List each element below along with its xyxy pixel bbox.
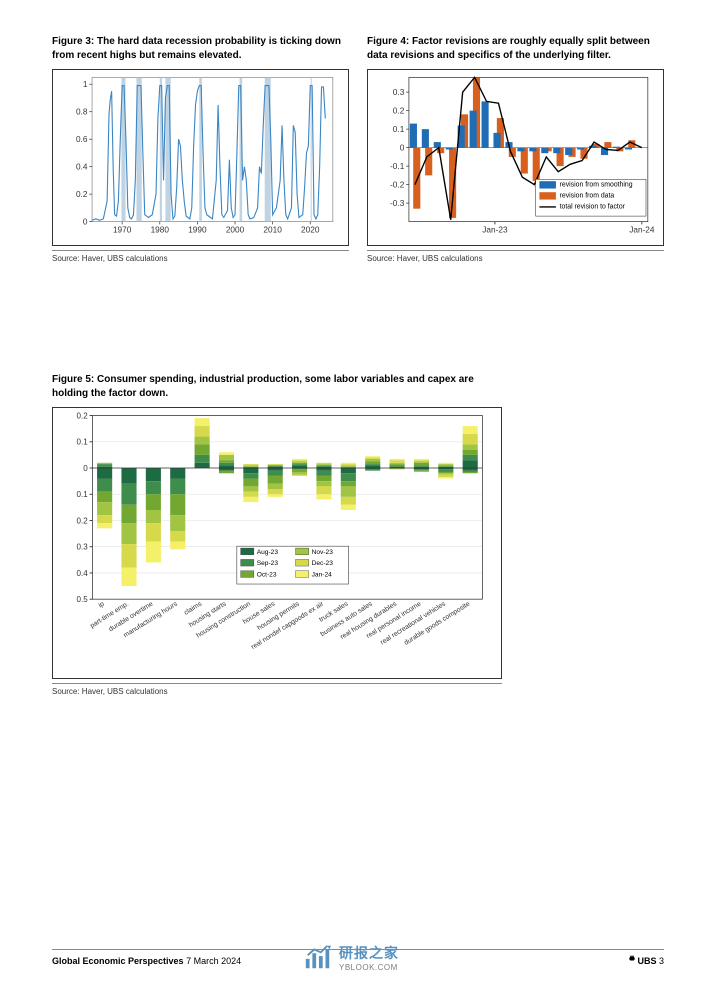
svg-text:0.2: 0.2 (76, 190, 88, 199)
svg-text:Jan-23: Jan-23 (482, 226, 508, 235)
svg-text:ip: ip (97, 601, 105, 610)
svg-text:1: 1 (83, 80, 88, 89)
footer-right: UBS 3 (625, 954, 664, 966)
svg-text:Nov-23: Nov-23 (312, 549, 334, 556)
svg-text:Aug-23: Aug-23 (257, 549, 279, 556)
svg-text:1970: 1970 (113, 226, 132, 235)
figure-5-divider (52, 683, 502, 684)
figure-4-divider (367, 250, 664, 251)
svg-text:0.2: 0.2 (393, 106, 405, 115)
svg-text:0: 0 (83, 464, 88, 473)
svg-text:-0.1: -0.1 (390, 162, 405, 171)
figure-5-chart: 0.20.100.10.20.30.40.5ippart-time emp.du… (52, 407, 502, 679)
figure-5: Figure 5: Consumer spending, industrial … (52, 373, 502, 696)
svg-text:0.1: 0.1 (393, 125, 405, 134)
svg-text:Dec-23: Dec-23 (312, 560, 334, 567)
svg-text:0.6: 0.6 (76, 135, 88, 144)
svg-text:total revision to factor: total revision to factor (560, 204, 626, 211)
svg-text:Jan-24: Jan-24 (629, 226, 655, 235)
figure-4-chart: -0.3 -0.2 -0.1 0 0.1 0.2 0.3 Jan-23 Jan-24 revisi… (367, 69, 664, 246)
svg-text:0.8: 0.8 (76, 107, 88, 116)
svg-text:revision from data: revision from data (560, 193, 615, 200)
svg-text:0.4: 0.4 (76, 162, 88, 171)
figure-4-title: Figure 4: Factor revisions are roughly e… (367, 35, 664, 63)
svg-text:-0.3: -0.3 (390, 199, 405, 208)
figure-3-title: Figure 3: The hard data recession probab… (52, 35, 349, 63)
figure-5-source: Source: Haver, UBS calculations (52, 687, 502, 696)
svg-text:1980: 1980 (151, 226, 170, 235)
svg-text:2000: 2000 (226, 226, 245, 235)
svg-text:0.5: 0.5 (77, 595, 89, 604)
figure-3: Figure 3: The hard data recession probab… (52, 35, 349, 283)
svg-text:-0.2: -0.2 (390, 180, 405, 189)
svg-text:0.3: 0.3 (77, 543, 89, 552)
svg-text:0: 0 (400, 143, 405, 152)
figure-3-chart: 0 0.2 0.4 0.6 0.8 1 1970 1980 1990 2000 2010 2020 (52, 69, 349, 246)
page-footer: Global Economic Perspectives 7 March 202… (52, 949, 664, 966)
svg-text:0.1: 0.1 (77, 490, 89, 499)
figure-5-title: Figure 5: Consumer spending, industrial … (52, 373, 502, 401)
svg-text:2010: 2010 (263, 226, 282, 235)
figure-4: Figure 4: Factor revisions are roughly e… (367, 35, 664, 283)
svg-text:0.4: 0.4 (77, 569, 89, 578)
svg-text:0: 0 (83, 217, 88, 226)
ubs-keys-icon (625, 954, 637, 966)
svg-text:0.2: 0.2 (77, 516, 89, 525)
svg-text:0.2: 0.2 (77, 411, 89, 420)
svg-text:Oct-23: Oct-23 (257, 571, 277, 578)
figure-3-source: Source: Haver, UBS calculations (52, 254, 349, 263)
svg-text:0.1: 0.1 (77, 438, 89, 447)
svg-text:0.3: 0.3 (393, 88, 405, 97)
svg-text:Sep-23: Sep-23 (257, 560, 279, 567)
svg-text:Jan-24: Jan-24 (312, 571, 333, 578)
svg-text:2020: 2020 (301, 226, 320, 235)
svg-text:1990: 1990 (188, 226, 207, 235)
figure-3-divider (52, 250, 349, 251)
footer-left: Global Economic Perspectives 7 March 202… (52, 956, 241, 966)
figure-4-source: Source: Haver, UBS calculations (367, 254, 664, 263)
svg-text:revision from smoothing: revision from smoothing (560, 182, 633, 189)
figures-row-1: Figure 3: The hard data recession probab… (52, 35, 664, 283)
